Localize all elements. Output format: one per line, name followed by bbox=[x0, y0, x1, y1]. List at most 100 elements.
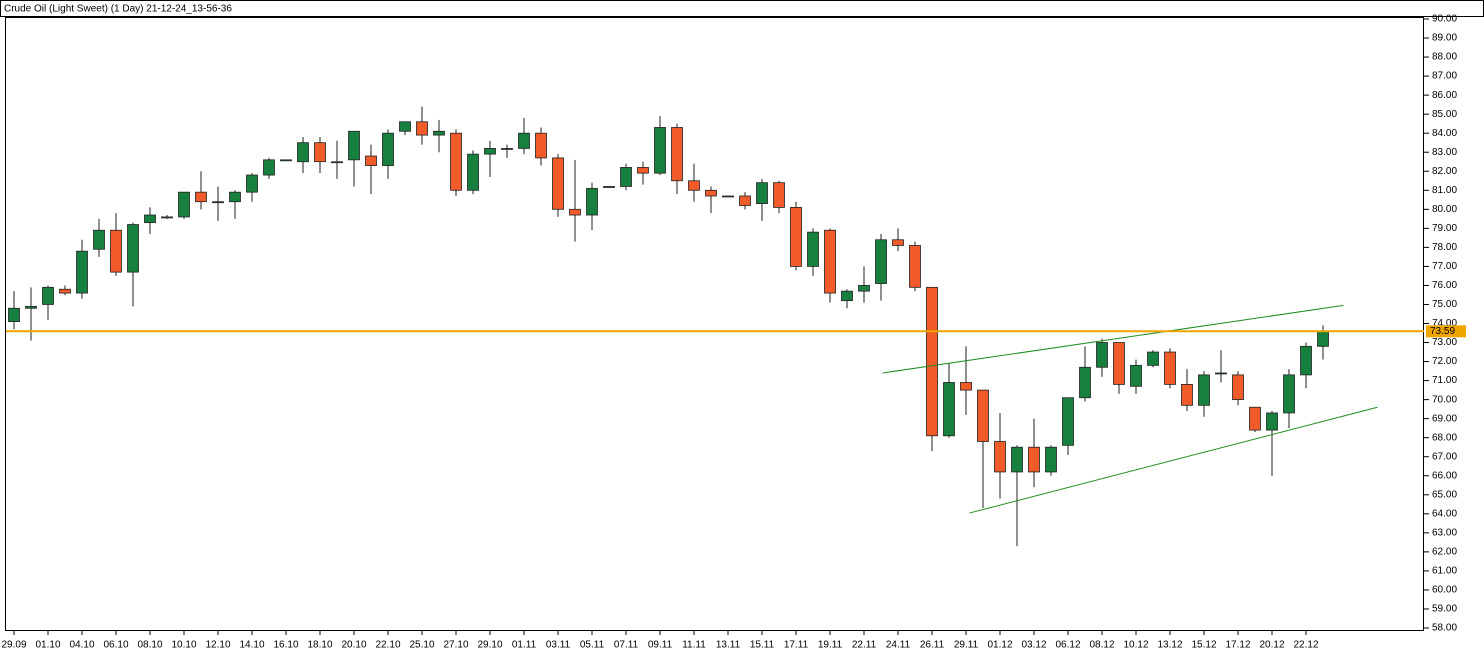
y-tick-label: 76.00 bbox=[1432, 280, 1457, 291]
y-tick-label: 83.00 bbox=[1432, 147, 1457, 158]
y-tick-label: 89.00 bbox=[1432, 33, 1457, 44]
candle-body bbox=[960, 382, 972, 391]
x-tick-label: 27.10 bbox=[443, 640, 468, 651]
y-tick-label: 86.00 bbox=[1432, 90, 1457, 101]
price-label: 73.59 bbox=[1430, 326, 1455, 337]
y-tick-label: 78.00 bbox=[1432, 242, 1457, 253]
x-tick-label: 20.12 bbox=[1259, 640, 1284, 651]
x-tick-label: 14.10 bbox=[239, 640, 264, 651]
x-tick-label: 16.10 bbox=[273, 640, 298, 651]
x-tick-label: 29.10 bbox=[477, 640, 502, 651]
candle-body bbox=[722, 195, 734, 198]
x-tick-label: 01.11 bbox=[512, 640, 537, 651]
y-tick-label: 88.00 bbox=[1432, 52, 1457, 63]
y-tick-label: 73.00 bbox=[1432, 337, 1457, 348]
candle-body bbox=[1011, 446, 1023, 473]
candle-body bbox=[484, 148, 496, 155]
candle-body bbox=[977, 389, 989, 442]
x-tick-label: 10.12 bbox=[1123, 640, 1148, 651]
y-tick-label: 66.00 bbox=[1432, 470, 1457, 481]
candle-body bbox=[1232, 374, 1244, 401]
x-tick-label: 22.10 bbox=[375, 640, 400, 651]
trendline bbox=[882, 304, 1344, 374]
x-tick-label: 19.11 bbox=[818, 640, 843, 651]
candle-body bbox=[297, 142, 309, 163]
y-tick-label: 72.00 bbox=[1432, 356, 1457, 367]
candle-body bbox=[127, 224, 139, 273]
candle-body bbox=[76, 250, 88, 294]
candle-body bbox=[688, 180, 700, 191]
x-tick-label: 09.11 bbox=[648, 640, 673, 651]
y-tick-label: 60.00 bbox=[1432, 585, 1457, 596]
candle-body bbox=[1283, 374, 1295, 414]
y-tick-label: 70.00 bbox=[1432, 394, 1457, 405]
x-tick-label: 08.10 bbox=[137, 640, 162, 651]
y-tick-label: 77.00 bbox=[1432, 261, 1457, 272]
candle-body bbox=[8, 307, 20, 322]
candle-body bbox=[1113, 342, 1125, 385]
candle-body bbox=[637, 167, 649, 174]
candle-body bbox=[399, 121, 411, 132]
x-tick-label: 13.12 bbox=[1157, 640, 1182, 651]
x-tick-label: 13.11 bbox=[716, 640, 741, 651]
x-tick-label: 18.10 bbox=[307, 640, 332, 651]
candle-body bbox=[790, 207, 802, 267]
candle-body bbox=[654, 127, 666, 174]
chart-title: Crude Oil (Light Sweet) (1 Day) 21-12-24… bbox=[4, 4, 232, 15]
candle-body bbox=[212, 201, 224, 204]
x-tick-label: 24.11 bbox=[886, 640, 911, 651]
x-tick-label: 05.11 bbox=[580, 640, 605, 651]
y-tick-label: 69.00 bbox=[1432, 413, 1457, 424]
candle-body bbox=[365, 155, 377, 166]
candle-body bbox=[1096, 342, 1108, 368]
candle-body bbox=[1317, 330, 1329, 347]
x-tick-label: 11.11 bbox=[682, 640, 706, 651]
candle-body bbox=[943, 382, 955, 437]
candle-body bbox=[1300, 345, 1312, 376]
x-tick-label: 17.12 bbox=[1225, 640, 1250, 651]
candle-body bbox=[1266, 412, 1278, 431]
candle-body bbox=[246, 174, 258, 193]
x-tick-label: 29.09 bbox=[1, 640, 26, 651]
candle-body bbox=[926, 286, 938, 437]
candle-body bbox=[195, 191, 207, 203]
y-tick-label: 80.00 bbox=[1432, 204, 1457, 215]
x-tick-label: 22.12 bbox=[1293, 640, 1318, 651]
candle-body bbox=[824, 229, 836, 294]
x-tick-label: 06.12 bbox=[1055, 640, 1080, 651]
candle-body bbox=[909, 245, 921, 288]
candle-body bbox=[518, 132, 530, 149]
candle-body bbox=[314, 142, 326, 163]
candle-body bbox=[450, 132, 462, 191]
candle-body bbox=[841, 290, 853, 302]
y-tick-label: 74.00 bbox=[1432, 318, 1457, 329]
candle-body bbox=[144, 214, 156, 224]
candle-body bbox=[1249, 406, 1261, 431]
candle-body bbox=[994, 441, 1006, 473]
candle-body bbox=[348, 130, 360, 161]
x-tick-label: 01.12 bbox=[987, 640, 1012, 651]
candle-body bbox=[535, 132, 547, 159]
y-tick-label: 71.00 bbox=[1432, 375, 1457, 386]
y-tick-label: 79.00 bbox=[1432, 223, 1457, 234]
x-tick-label: 07.11 bbox=[614, 640, 639, 651]
x-tick-label: 04.10 bbox=[69, 640, 94, 651]
candle-body bbox=[586, 187, 598, 216]
candle-body bbox=[552, 157, 564, 210]
candle-body bbox=[1198, 374, 1210, 406]
candle-body bbox=[892, 239, 904, 246]
y-tick-label: 85.00 bbox=[1432, 109, 1457, 120]
x-tick-label: 29.11 bbox=[954, 640, 979, 651]
y-tick-label: 82.00 bbox=[1432, 166, 1457, 177]
x-tick-label: 26.11 bbox=[920, 640, 945, 651]
candle-body bbox=[603, 186, 615, 188]
candle-body bbox=[178, 191, 190, 218]
candle-body bbox=[416, 121, 428, 136]
candle-body bbox=[263, 159, 275, 176]
x-tick-label: 08.12 bbox=[1089, 640, 1114, 651]
candle-body bbox=[42, 286, 54, 305]
candle-body bbox=[280, 159, 292, 162]
x-tick-label: 03.12 bbox=[1021, 640, 1046, 651]
candle-body bbox=[1147, 351, 1159, 366]
